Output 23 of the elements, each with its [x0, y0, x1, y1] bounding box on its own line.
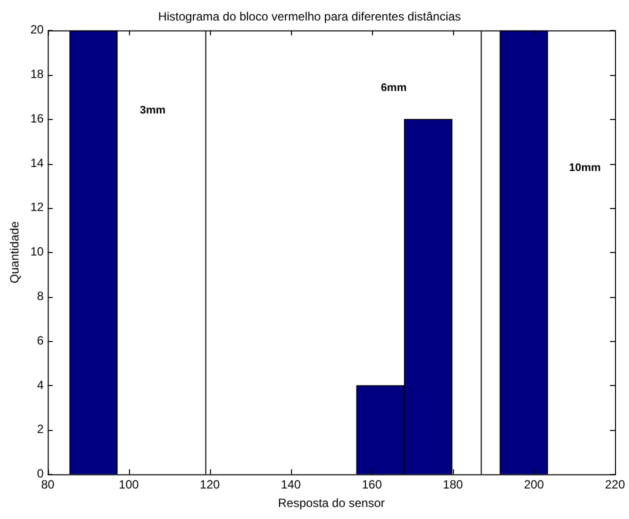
y-tick-label: 20 — [30, 22, 44, 37]
annotation: 6mm — [380, 82, 407, 94]
x-tick-label: 120 — [200, 478, 220, 492]
x-tick-label: 100 — [118, 478, 140, 492]
x-tick-label: 140 — [280, 478, 302, 492]
y-tick-label: 2 — [37, 422, 44, 436]
y-tick-label: 10 — [30, 244, 44, 259]
x-tick-label: 160 — [362, 478, 382, 492]
y-tick-label: 4 — [37, 378, 44, 392]
annotation: 3mm — [140, 104, 166, 116]
x-axis-title: Resposta do sensor — [278, 496, 385, 510]
y-tick-label: 12 — [30, 200, 44, 214]
x-tick-label: 200 — [524, 478, 544, 492]
chart-title: Histograma do bloco vermelho para diferentes distâncias — [158, 10, 461, 24]
annotation: 10mm — [569, 162, 602, 174]
y-tick-label: 18 — [30, 67, 44, 82]
y-tick-label: 16 — [30, 111, 44, 126]
x-tick-label: 220 — [604, 478, 626, 492]
y-tick-label: 8 — [37, 288, 44, 303]
y-tick-label: 6 — [37, 333, 44, 348]
y-axis-title: Quantidade — [8, 220, 22, 284]
y-tick-label: 14 — [30, 156, 44, 170]
x-tick-label: 180 — [442, 478, 464, 492]
